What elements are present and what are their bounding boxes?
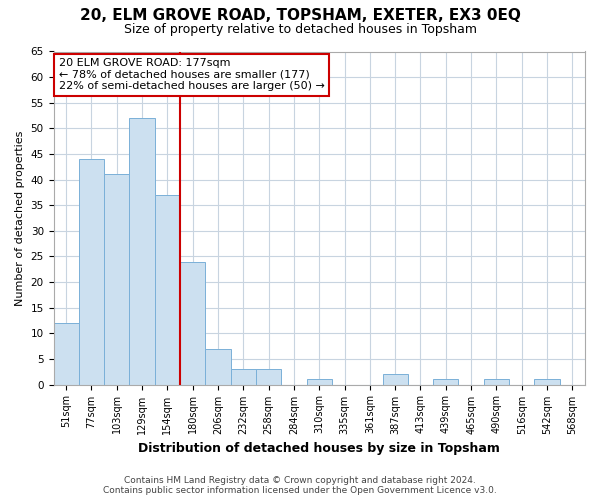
Bar — [433, 380, 458, 384]
Bar — [155, 195, 180, 384]
Bar — [484, 380, 509, 384]
Bar — [130, 118, 155, 384]
Bar — [383, 374, 408, 384]
Bar — [256, 369, 281, 384]
Bar — [205, 348, 230, 384]
Bar — [535, 380, 560, 384]
Text: Size of property relative to detached houses in Topsham: Size of property relative to detached ho… — [124, 22, 476, 36]
Text: 20 ELM GROVE ROAD: 177sqm
← 78% of detached houses are smaller (177)
22% of semi: 20 ELM GROVE ROAD: 177sqm ← 78% of detac… — [59, 58, 325, 92]
Bar — [180, 262, 205, 384]
Bar — [230, 369, 256, 384]
Bar — [104, 174, 130, 384]
Bar — [307, 380, 332, 384]
Text: Contains HM Land Registry data © Crown copyright and database right 2024.
Contai: Contains HM Land Registry data © Crown c… — [103, 476, 497, 495]
Bar — [53, 323, 79, 384]
Text: 20, ELM GROVE ROAD, TOPSHAM, EXETER, EX3 0EQ: 20, ELM GROVE ROAD, TOPSHAM, EXETER, EX3… — [80, 8, 520, 22]
X-axis label: Distribution of detached houses by size in Topsham: Distribution of detached houses by size … — [139, 442, 500, 455]
Y-axis label: Number of detached properties: Number of detached properties — [15, 130, 25, 306]
Bar — [79, 159, 104, 384]
